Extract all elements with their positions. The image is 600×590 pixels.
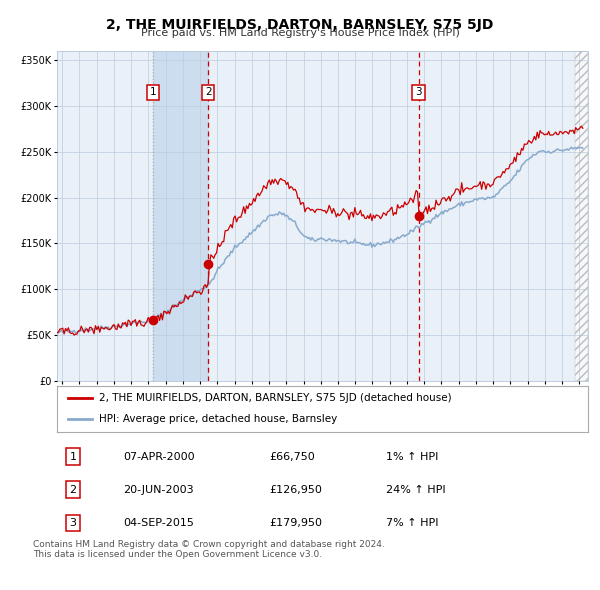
Text: 2: 2: [205, 87, 212, 97]
Text: 07-APR-2000: 07-APR-2000: [124, 452, 195, 461]
Text: 2: 2: [70, 485, 76, 495]
Text: Contains HM Land Registry data © Crown copyright and database right 2024.: Contains HM Land Registry data © Crown c…: [33, 540, 385, 549]
Text: 2, THE MUIRFIELDS, DARTON, BARNSLEY, S75 5JD: 2, THE MUIRFIELDS, DARTON, BARNSLEY, S75…: [106, 18, 494, 32]
Bar: [575, 51, 588, 381]
Text: HPI: Average price, detached house, Barnsley: HPI: Average price, detached house, Barn…: [100, 414, 338, 424]
Text: 1: 1: [70, 452, 76, 461]
Text: 04-SEP-2015: 04-SEP-2015: [124, 518, 194, 528]
Text: This data is licensed under the Open Government Licence v3.0.: This data is licensed under the Open Gov…: [33, 550, 322, 559]
Text: 1: 1: [150, 87, 157, 97]
Bar: [153, 51, 208, 381]
Text: 20-JUN-2003: 20-JUN-2003: [124, 485, 194, 495]
Bar: [575, 51, 588, 381]
Text: 24% ↑ HPI: 24% ↑ HPI: [386, 485, 446, 495]
Text: 2, THE MUIRFIELDS, DARTON, BARNSLEY, S75 5JD (detached house): 2, THE MUIRFIELDS, DARTON, BARNSLEY, S75…: [100, 394, 452, 404]
Text: 3: 3: [70, 518, 76, 528]
Text: £66,750: £66,750: [269, 452, 315, 461]
Text: £179,950: £179,950: [269, 518, 322, 528]
Text: Price paid vs. HM Land Registry's House Price Index (HPI): Price paid vs. HM Land Registry's House …: [140, 28, 460, 38]
Text: 7% ↑ HPI: 7% ↑ HPI: [386, 518, 439, 528]
Text: 1% ↑ HPI: 1% ↑ HPI: [386, 452, 439, 461]
Text: £126,950: £126,950: [269, 485, 322, 495]
Text: 3: 3: [415, 87, 422, 97]
